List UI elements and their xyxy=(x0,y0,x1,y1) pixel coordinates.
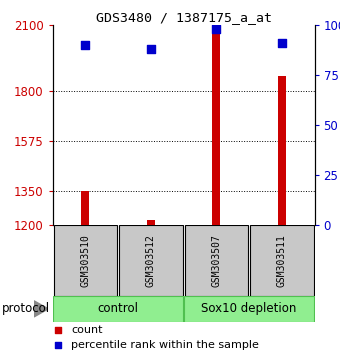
Bar xyxy=(250,225,313,296)
Point xyxy=(214,26,219,32)
Bar xyxy=(184,296,314,321)
Bar xyxy=(185,225,248,296)
Point xyxy=(55,342,61,348)
Point xyxy=(83,42,88,48)
Polygon shape xyxy=(34,301,48,317)
Text: GSM303510: GSM303510 xyxy=(81,234,90,287)
Point xyxy=(279,40,285,46)
Text: Sox10 depletion: Sox10 depletion xyxy=(201,302,297,315)
Bar xyxy=(212,25,220,225)
Bar xyxy=(119,225,183,296)
Point xyxy=(148,46,154,52)
Point xyxy=(55,327,61,332)
Bar xyxy=(147,220,155,225)
Text: GSM303511: GSM303511 xyxy=(277,234,287,287)
Bar xyxy=(82,192,89,225)
Text: protocol: protocol xyxy=(2,302,50,315)
Text: count: count xyxy=(71,325,103,335)
Bar xyxy=(278,76,286,225)
Text: GSM303512: GSM303512 xyxy=(146,234,156,287)
Text: GSM303507: GSM303507 xyxy=(211,234,221,287)
Text: percentile rank within the sample: percentile rank within the sample xyxy=(71,340,259,350)
Bar xyxy=(53,296,183,321)
Title: GDS3480 / 1387175_a_at: GDS3480 / 1387175_a_at xyxy=(96,11,272,24)
Text: control: control xyxy=(98,302,139,315)
Bar xyxy=(54,225,117,296)
